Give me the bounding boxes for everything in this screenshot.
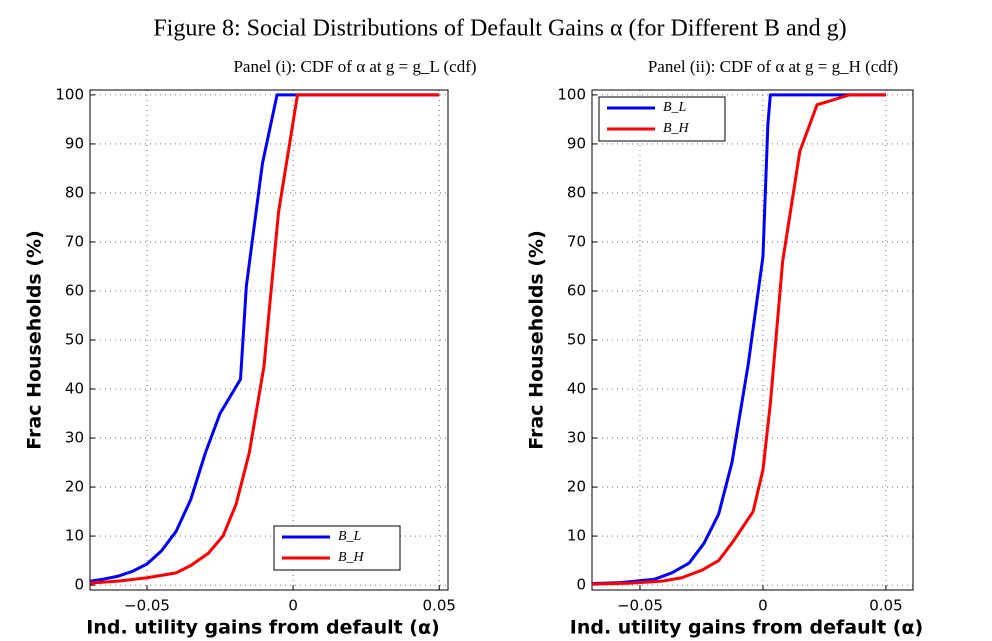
y-tick-label: 60 [65,281,84,299]
y-tick-label: 60 [567,281,586,299]
y-tick-label: 100 [557,85,586,103]
figure-title: Figure 8: Social Distributions of Defaul… [153,16,846,42]
y-tick-label: 0 [576,576,586,594]
x-tick-label: 0.05 [423,597,456,615]
data-line [591,93,886,586]
y-tick-label: 80 [65,183,84,201]
legend-label: B_H [663,121,690,136]
legend-label: B_H [338,550,365,565]
y-tick-label: 90 [65,134,84,152]
y-tick-label: 40 [65,380,84,398]
y-tick-label: 50 [567,331,586,349]
x-axis-label: Ind. utility gains from default (α) [86,617,439,639]
panel-title: Panel (i): CDF of α at g = g_L (cdf) [233,57,476,76]
legend-label: B_L [338,529,362,544]
x-axis-label: Ind. utility gains from default (α) [570,617,923,639]
y-tick-label: 0 [74,576,84,594]
y-axis-label: Frac Households (%) [24,230,46,450]
x-tick-label: 0 [758,597,768,615]
y-tick-label: 70 [65,232,84,250]
x-tick-label: 0 [288,597,298,615]
legend-box [273,525,401,571]
y-tick-label: 40 [567,380,586,398]
plot-area [90,90,448,590]
y-tick-label: 20 [65,478,84,496]
y-tick-label: 20 [567,478,586,496]
data-line [89,93,440,583]
y-tick-label: 70 [567,232,586,250]
y-tick-label: 10 [65,527,84,545]
y-tick-label: 50 [65,331,84,349]
data-line [89,93,440,585]
x-tick-label: −0.05 [124,597,170,615]
y-tick-label: 90 [567,134,586,152]
axes-frame [591,89,914,591]
legend-label: B_L [663,100,687,115]
x-tick-label: −0.05 [617,597,663,615]
y-axis-label: Frac Households (%) [526,230,548,450]
y-tick-label: 80 [567,183,586,201]
legend-box [598,96,726,142]
y-tick-label: 30 [567,429,586,447]
panel-title: Panel (ii): CDF of α at g = g_H (cdf) [648,57,898,76]
y-tick-label: 10 [567,527,586,545]
axes-frame [89,89,449,591]
y-tick-label: 30 [65,429,84,447]
y-tick-label: 100 [55,85,84,103]
data-line [591,93,886,586]
x-tick-label: 0.05 [869,597,902,615]
